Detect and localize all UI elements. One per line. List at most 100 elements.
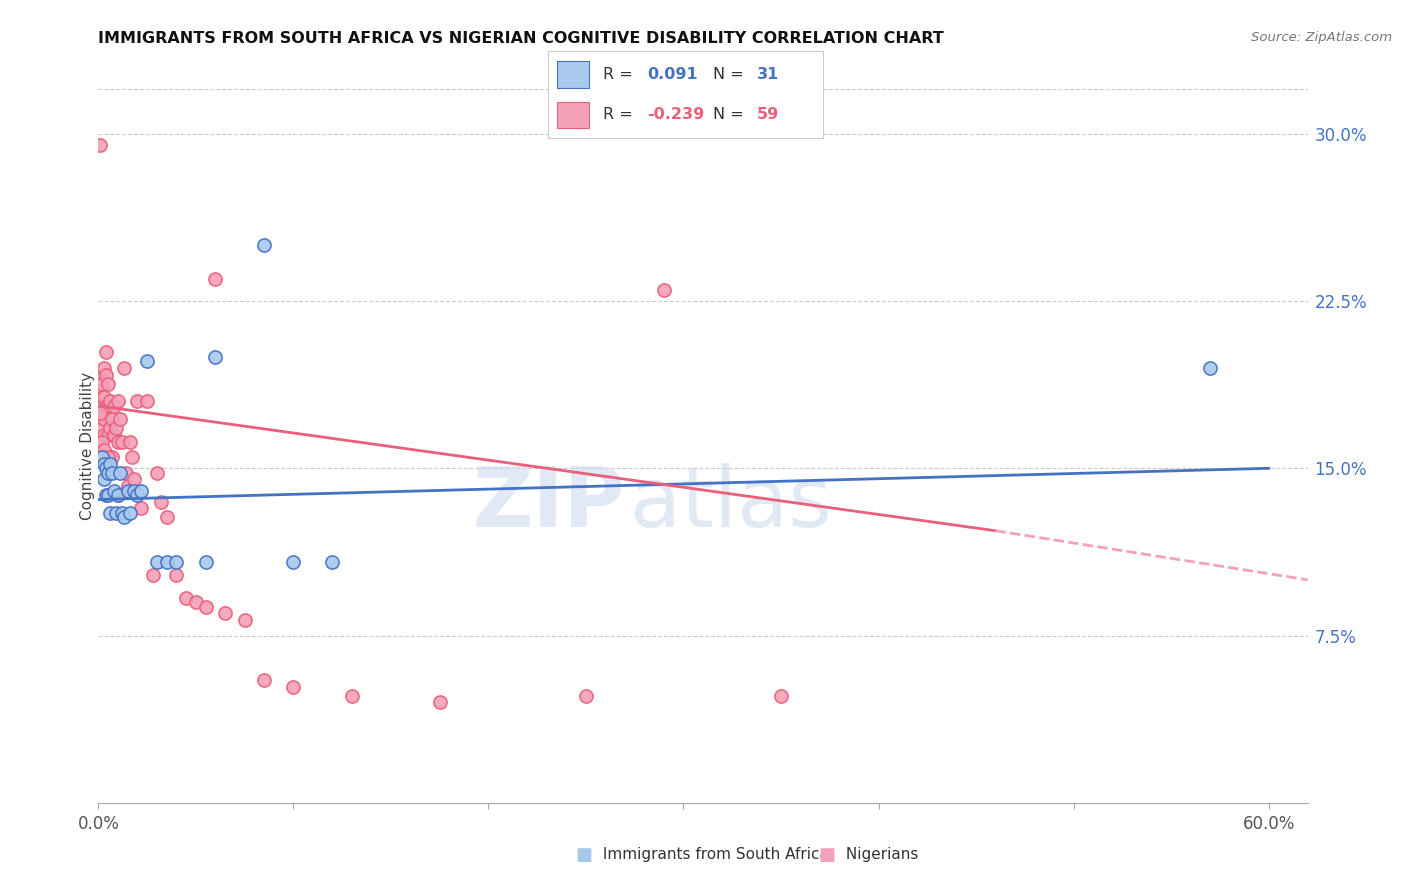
Text: R =: R = [603,107,638,122]
Point [103,483,125,498]
Point [122,483,145,498]
Point [107,488,129,502]
Point [93,427,115,442]
Point [91,405,114,420]
Text: Immigrants from South Africa: Immigrants from South Africa [598,847,828,862]
Text: 31: 31 [756,67,779,82]
Point [93,390,115,404]
Text: 0.091: 0.091 [647,67,697,82]
FancyBboxPatch shape [557,102,589,128]
Point [97,427,120,442]
Point [89,372,111,386]
Point [1199,360,1222,375]
Point [142,568,165,582]
Point [91,390,114,404]
Point [114,466,136,480]
Text: IMMIGRANTS FROM SOUTH AFRICA VS NIGERIAN COGNITIVE DISABILITY CORRELATION CHART: IMMIGRANTS FROM SOUTH AFRICA VS NIGERIAN… [98,31,945,46]
Point [112,510,135,524]
Point [93,473,115,487]
Point [93,360,115,375]
Point [165,568,187,582]
Point [96,345,118,359]
Point [340,689,363,703]
Point [204,271,226,285]
Point [91,434,114,449]
Point [174,591,197,605]
Point [97,399,120,413]
Text: atlas: atlas [630,463,832,543]
Point [127,488,149,502]
Point [111,506,134,520]
Point [91,421,114,435]
Point [194,599,217,614]
Point [156,555,179,569]
Point [97,488,120,502]
Point [97,466,120,480]
Point [93,443,115,458]
Text: N =: N = [713,67,749,82]
Point [769,689,792,703]
Text: ZIP: ZIP [472,463,624,543]
Point [98,394,121,409]
Point [98,457,121,471]
Point [283,680,305,694]
Point [97,376,120,391]
Text: -0.239: -0.239 [647,107,704,122]
Point [103,427,125,442]
Point [96,368,118,382]
Text: Nigerians: Nigerians [841,847,918,862]
Point [97,450,120,465]
Point [91,450,114,465]
Y-axis label: Cognitive Disability: Cognitive Disability [80,372,94,520]
Point [131,501,153,516]
Point [104,421,127,435]
Point [214,607,236,621]
Point [146,555,169,569]
Point [127,394,149,409]
Point [96,461,118,475]
Point [112,360,135,375]
Point [101,466,124,480]
Text: R =: R = [603,67,638,82]
Point [117,479,139,493]
Text: N =: N = [713,107,749,122]
Point [253,238,276,252]
Point [107,488,129,502]
Point [96,399,118,413]
Point [89,405,111,420]
Point [156,510,179,524]
Point [108,466,131,480]
Point [121,450,143,465]
Text: Source: ZipAtlas.com: Source: ZipAtlas.com [1251,31,1392,45]
Point [111,434,134,449]
Point [93,412,115,426]
Point [122,473,145,487]
Point [118,506,141,520]
Point [136,354,159,368]
Text: ■: ■ [818,846,835,863]
Text: ■: ■ [575,846,592,863]
Point [136,394,159,409]
Point [204,350,226,364]
Point [184,595,207,609]
Point [429,696,451,710]
Point [131,483,153,498]
Point [108,412,131,426]
Point [117,483,139,498]
Point [104,506,127,520]
Point [107,434,129,449]
Point [118,434,141,449]
FancyBboxPatch shape [557,62,589,87]
Point [98,506,121,520]
Point [652,283,675,297]
Point [321,555,343,569]
Point [149,494,172,508]
Point [233,613,256,627]
Point [93,457,115,471]
Point [283,555,305,569]
Point [101,450,124,465]
Point [89,138,111,153]
Point [107,394,129,409]
Text: 59: 59 [756,107,779,122]
Point [101,412,124,426]
